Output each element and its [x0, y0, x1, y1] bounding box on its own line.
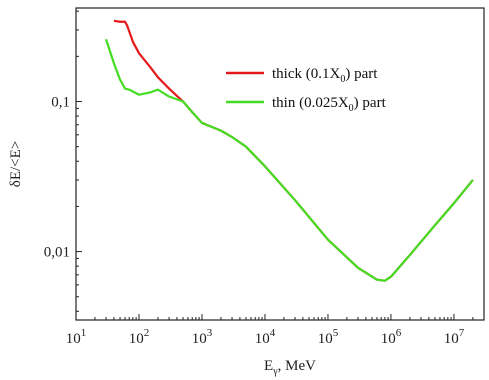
series-line-thin [105, 38, 474, 282]
x-tick-exponent: 2 [144, 327, 150, 339]
x-tick-base: 10 [192, 331, 207, 347]
y-tick-labels: 0,1 0,01 [44, 95, 70, 261]
x-tick-base: 10 [381, 331, 396, 347]
y-axis-label: δE/<E> [8, 141, 24, 187]
x-tick-base: 10 [66, 331, 81, 347]
x-tick-label: 102 [129, 327, 150, 347]
x-tick-labels: 101 102 103 104 105 106 107 [66, 327, 465, 347]
series-line-thick [113, 19, 474, 282]
x-tick-exponent: 7 [459, 327, 465, 339]
legend-label-thick-sub: 0 [340, 74, 345, 85]
x-axis-label: Eγ, MeV [264, 358, 316, 377]
legend: thick (0.1X0) part thin (0.025X0) part [226, 66, 387, 114]
x-tick-exponent: 5 [333, 327, 339, 339]
legend-label-thin-post: ) part [354, 95, 387, 111]
x-tick-exponent: 4 [270, 327, 276, 339]
legend-label-thick-post: ) part [345, 66, 378, 82]
plot-frame [75, 7, 485, 321]
x-tick-exponent: 6 [396, 327, 402, 339]
legend-label-thick-pre: thick (0.1X [272, 66, 340, 82]
x-tick-base: 10 [255, 331, 270, 347]
x-tick-label: 106 [381, 327, 402, 347]
y-tick-label: 0,1 [51, 95, 70, 111]
legend-label-thin: thin (0.025X0) part [272, 95, 387, 114]
x-axis-label-main: E [264, 358, 273, 374]
x-axis-label-sub: γ [272, 366, 278, 377]
legend-label-thin-sub: 0 [349, 103, 354, 114]
x-tick-label: 101 [66, 327, 87, 347]
x-tick-label: 105 [318, 327, 339, 347]
x-axis-label-tail: , MeV [278, 358, 316, 374]
axis-ticks [75, 10, 485, 320]
x-tick-base: 10 [444, 331, 459, 347]
x-tick-exponent: 1 [81, 327, 87, 339]
legend-label-thick: thick (0.1X0) part [272, 66, 378, 85]
plot-series [105, 19, 474, 282]
y-tick-label: 0,01 [44, 245, 70, 261]
legend-label-thin-pre: thin (0.025X [272, 95, 349, 111]
x-tick-label: 104 [255, 327, 276, 347]
x-tick-exponent: 3 [207, 327, 213, 339]
x-tick-base: 10 [318, 331, 333, 347]
x-tick-label: 103 [192, 327, 213, 347]
x-tick-label: 107 [444, 327, 465, 347]
x-tick-base: 10 [129, 331, 144, 347]
